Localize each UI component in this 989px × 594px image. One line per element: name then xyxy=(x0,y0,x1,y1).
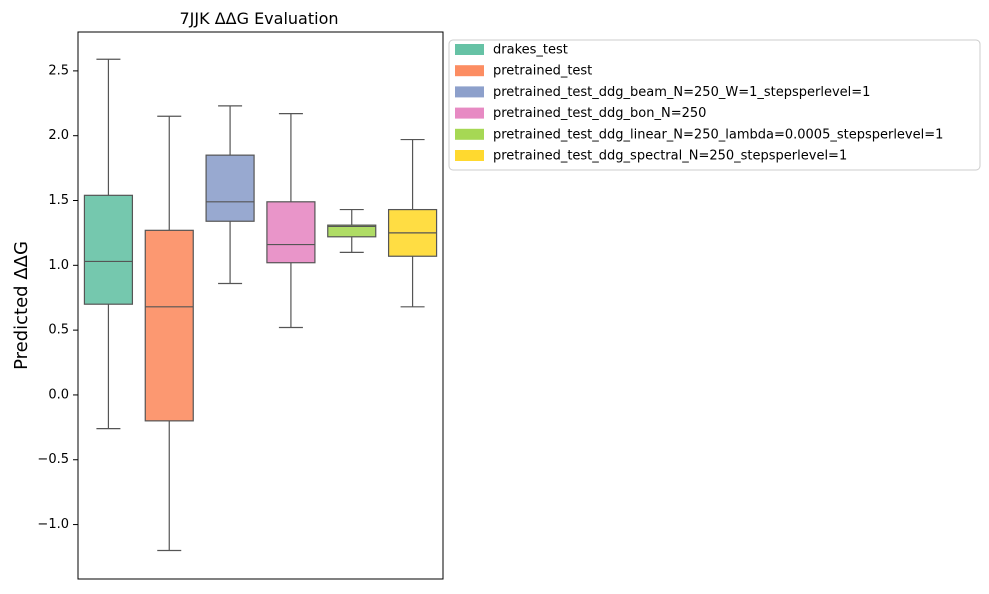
legend: drakes_test pretrained_test pretrained_tes… xyxy=(448,39,981,171)
plot-area-frame xyxy=(77,31,444,580)
legend-swatch xyxy=(455,107,484,119)
box-group xyxy=(144,115,194,552)
box-body xyxy=(144,229,194,422)
y-tick-label: 0.0 xyxy=(48,387,69,402)
legend-label: pretrained_test_ddg_spectral_N=250_steps… xyxy=(493,149,847,164)
box-body xyxy=(266,201,316,264)
y-axis-ticks: −1.0 −0.5 0.0 0.5 1.0 1.5 2.0 2.5 xyxy=(37,63,78,532)
box-group xyxy=(83,58,134,430)
box-group xyxy=(266,113,316,329)
legend-label: pretrained_test_ddg_beam_N=250_W=1_steps… xyxy=(493,85,870,100)
box-body xyxy=(83,194,134,305)
legend-label: pretrained_test_ddg_bon_N=250 xyxy=(493,106,706,121)
box-group xyxy=(327,208,377,253)
legend-label: pretrained_test xyxy=(493,64,592,79)
y-tick-label: 1.0 xyxy=(48,258,69,273)
legend-swatch xyxy=(455,128,484,140)
box-group xyxy=(387,138,438,308)
legend-label: drakes_test xyxy=(493,43,568,58)
y-tick-label: 2.0 xyxy=(48,128,69,143)
legend-label: pretrained_test_ddg_linear_N=250_lambda=… xyxy=(493,127,943,142)
y-tick-label: −1.0 xyxy=(37,517,69,532)
box-group xyxy=(205,105,255,285)
box-body xyxy=(205,154,255,222)
legend-swatch xyxy=(455,65,484,77)
y-tick-label: 1.5 xyxy=(48,193,69,208)
legend-frame xyxy=(448,39,981,171)
y-axis-label: Predicted ΔΔG xyxy=(11,241,32,370)
y-tick-label: 2.5 xyxy=(48,63,69,78)
legend-swatch xyxy=(455,86,484,98)
y-tick-label: −0.5 xyxy=(37,452,69,467)
legend-swatch xyxy=(455,44,484,55)
legend-swatch xyxy=(455,150,484,161)
chart-title: 7JJK ΔΔG Evaluation xyxy=(180,9,339,28)
legend-items: drakes_test pretrained_test pretrained_tes… xyxy=(455,43,943,164)
box-body xyxy=(327,224,377,238)
box-series-group xyxy=(83,58,438,552)
y-tick-label: 0.5 xyxy=(48,323,69,338)
